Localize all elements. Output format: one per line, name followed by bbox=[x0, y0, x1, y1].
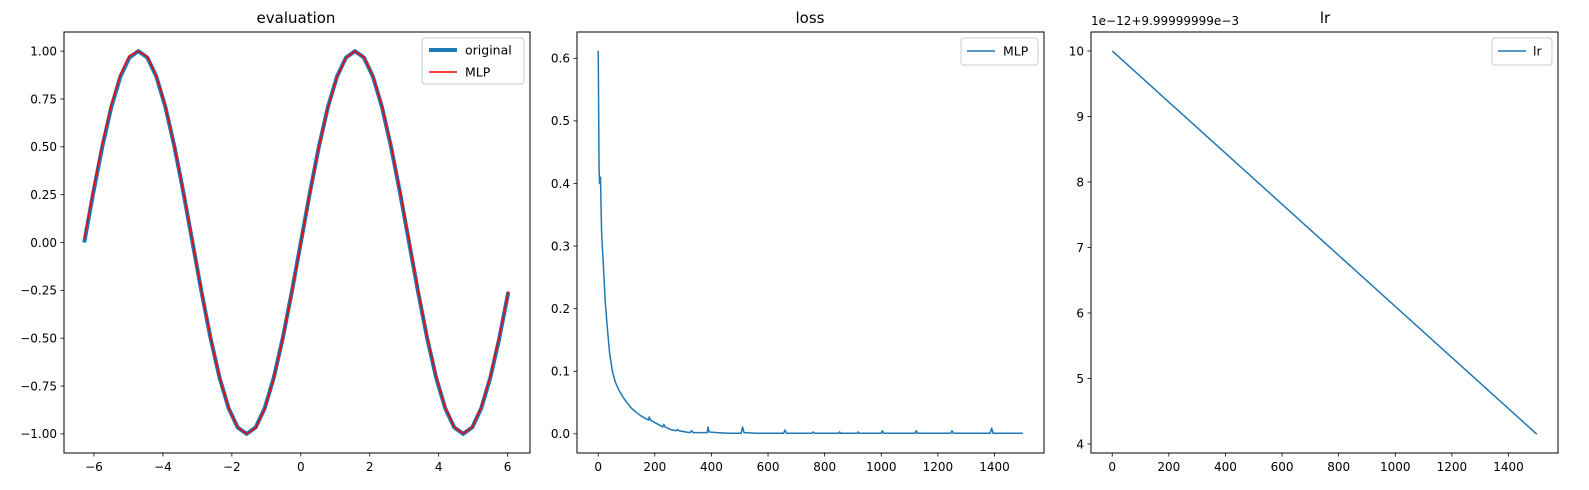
loss-y-tick-label: 0.3 bbox=[551, 239, 570, 253]
evaluation-y-tick-label: 0.75 bbox=[30, 92, 57, 106]
lr-y-tick-label: 4 bbox=[1076, 437, 1084, 451]
evaluation-y-tick-label: −0.25 bbox=[20, 284, 57, 298]
lr-x-tick-label: 400 bbox=[1214, 460, 1237, 474]
loss-x-tick-label: 200 bbox=[643, 460, 666, 474]
loss-x-tick-label: 1400 bbox=[979, 460, 1010, 474]
evaluation-ticks: −6 −4 −2 0 2 4 6 −1.00 −0.75 −0.50 −0.25 0.00 0.25 0.… bbox=[20, 44, 511, 474]
evaluation-x-tick-label: −2 bbox=[223, 460, 241, 474]
lr-y-tick-label: 5 bbox=[1076, 372, 1084, 386]
evaluation-y-tick-label: −1.00 bbox=[20, 427, 57, 441]
evaluation-legend: original MLP bbox=[421, 37, 525, 85]
loss-y-tick-label: 0.1 bbox=[551, 365, 570, 379]
evaluation-title: evaluation bbox=[257, 9, 336, 27]
lr-y-tick-label: 6 bbox=[1076, 306, 1084, 320]
lr-y-tick-label: 9 bbox=[1076, 110, 1084, 124]
loss-y-tick-label: 0.0 bbox=[551, 427, 570, 441]
lr-offset-text: 1e−12+9.99999999e−3 bbox=[1091, 14, 1239, 28]
loss-y-tick-label: 0.4 bbox=[551, 177, 570, 191]
lr-y-tick-label: 10 bbox=[1069, 44, 1084, 58]
lr-x-tick-label: 0 bbox=[1108, 460, 1116, 474]
evaluation-x-tick-label: 4 bbox=[435, 460, 443, 474]
loss-axes-frame bbox=[576, 31, 1045, 454]
evaluation-x-tick-label: −6 bbox=[85, 460, 103, 474]
evaluation-x-tick-label: 0 bbox=[297, 460, 305, 474]
loss-legend-label-mlp: MLP bbox=[1003, 44, 1029, 59]
loss-x-tick-label: 800 bbox=[813, 460, 836, 474]
loss-y-tick-label: 0.6 bbox=[551, 52, 570, 66]
lr-panel: lr 1e−12+9.99999999e−3 0 200 400 600 800 1000… bbox=[1069, 9, 1559, 474]
lr-x-tick-label: 1400 bbox=[1493, 460, 1524, 474]
loss-y-tick-label: 0.5 bbox=[551, 114, 570, 128]
evaluation-x-tick-label: 2 bbox=[366, 460, 374, 474]
evaluation-legend-label-mlp: MLP bbox=[465, 65, 491, 80]
evaluation-panel: evaluation −6 −4 −2 0 2 4 6 −1.00 −0.75 −0.50 −0.2… bbox=[20, 9, 531, 474]
loss-x-tick-label: 400 bbox=[700, 460, 723, 474]
evaluation-lines bbox=[82, 49, 511, 436]
evaluation-y-tick-label: −0.75 bbox=[20, 379, 57, 393]
lr-x-tick-label: 1200 bbox=[1437, 460, 1468, 474]
lr-lines bbox=[1111, 50, 1538, 435]
loss-ticks: 0 200 400 600 800 1000 1200 1400 0.0 0.1 0.2 0.3 0.4… bbox=[551, 52, 1010, 474]
evaluation-y-tick-label: 1.00 bbox=[30, 44, 57, 58]
loss-lines bbox=[597, 50, 1023, 434]
evaluation-axes-frame bbox=[63, 31, 531, 454]
loss-panel: loss 0 200 400 600 800 1000 1200 14000.00.10.20… bbox=[551, 9, 1045, 474]
evaluation-y-tick-label: 0.25 bbox=[30, 188, 57, 202]
loss-series-mlp-line bbox=[597, 50, 1023, 434]
evaluation-x-tick-label: 6 bbox=[504, 460, 512, 474]
lr-x-tick-label: 600 bbox=[1271, 460, 1294, 474]
loss-legend: MLP bbox=[960, 37, 1039, 66]
lr-series-lr-line bbox=[1111, 50, 1538, 435]
lr-legend: lr bbox=[1491, 37, 1553, 66]
loss-x-tick-label: 1200 bbox=[923, 460, 954, 474]
evaluation-legend-label-original: original bbox=[465, 43, 512, 58]
lr-x-tick-label: 1000 bbox=[1380, 460, 1411, 474]
loss-x-tick-label: 0 bbox=[594, 460, 602, 474]
evaluation-y-tick-label: 0.00 bbox=[30, 236, 57, 250]
lr-legend-label-lr: lr bbox=[1533, 44, 1542, 59]
loss-x-tick-label: 1000 bbox=[866, 460, 897, 474]
lr-x-tick-label: 200 bbox=[1157, 460, 1180, 474]
lr-ticks: 0 200 400 600 800 1000 1200 1400 4 5 6 7 8 9 10 bbox=[1069, 44, 1524, 474]
evaluation-series-mlp-line bbox=[83, 50, 510, 435]
loss-y-tick-label: 0.2 bbox=[551, 302, 570, 316]
lr-y-tick-label: 8 bbox=[1076, 175, 1084, 189]
evaluation-series-original-line bbox=[82, 49, 511, 436]
lr-title: lr bbox=[1320, 9, 1331, 27]
lr-y-tick-label: 7 bbox=[1076, 241, 1084, 255]
loss-title: loss bbox=[796, 9, 825, 27]
evaluation-y-tick-label: −0.50 bbox=[20, 331, 57, 345]
evaluation-x-tick-label: −4 bbox=[154, 460, 172, 474]
lr-axes-frame bbox=[1090, 31, 1559, 454]
loss-x-tick-label: 600 bbox=[757, 460, 780, 474]
loss-legend-box bbox=[960, 37, 1039, 66]
evaluation-y-tick-label: 0.50 bbox=[30, 140, 57, 154]
lr-x-tick-label: 800 bbox=[1327, 460, 1350, 474]
